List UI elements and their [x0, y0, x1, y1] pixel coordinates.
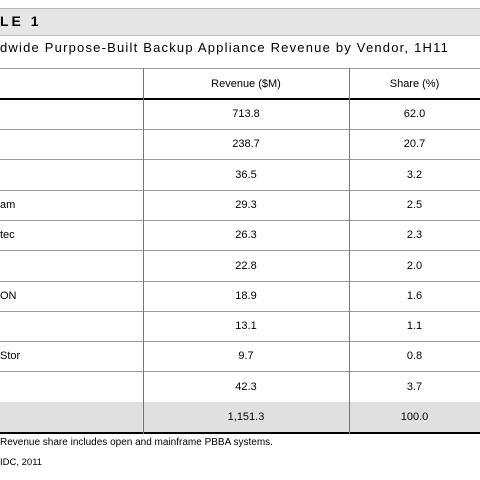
table-row: Stor 9.7 0.8	[0, 341, 480, 373]
table-label: LE 1	[0, 13, 42, 29]
share-cell: 3.2	[406, 168, 423, 181]
share-cell: 2.3	[406, 229, 423, 242]
source: IDC, 2011	[0, 457, 43, 468]
total-row: 1,151.3 100.0	[0, 402, 480, 434]
vendor-cell: tec	[0, 229, 15, 242]
revenue-cell: 1,151.3	[227, 411, 265, 423]
table-row: 36.5 3.2	[0, 160, 480, 191]
revenue-cell: 22.8	[235, 259, 257, 272]
revenue-cell: 26.3	[235, 229, 257, 242]
header-row: Revenue ($M) Share (%)	[0, 68, 480, 100]
revenue-cell: 18.9	[235, 289, 257, 302]
table-row: tec 26.3 2.3	[0, 220, 480, 252]
revenue-cell: 36.5	[235, 168, 257, 181]
revenue-cell: 9.7	[238, 350, 254, 363]
vendor-cell: ON	[0, 289, 17, 302]
revenue-cell: 238.7	[232, 138, 260, 151]
revenue-cell: 713.8	[232, 108, 260, 120]
title-bar	[0, 8, 480, 36]
table-row: am 29.3 2.5	[0, 190, 480, 221]
table-row: 13.1 1.1	[0, 311, 480, 343]
column-divider	[349, 68, 350, 435]
revenue-cell: 29.3	[235, 198, 257, 211]
column-header: Revenue ($M)	[211, 78, 281, 90]
share-cell: 2.0	[406, 259, 423, 272]
revenue-cell: 42.3	[235, 380, 257, 393]
table-row: 238.7 20.7	[0, 129, 480, 161]
table-subtitle: dwide Purpose-Built Backup Appliance Rev…	[0, 40, 450, 55]
share-cell: 62.0	[403, 108, 426, 120]
footnote: Revenue share includes open and mainfram…	[0, 437, 273, 448]
table-row: 42.3 3.7	[0, 372, 480, 403]
column-divider	[143, 68, 144, 435]
share-cell: 2.5	[406, 198, 423, 211]
share-cell: 1.6	[406, 289, 423, 302]
table-row: 22.8 2.0	[0, 251, 480, 282]
vendor-cell: am	[0, 198, 16, 211]
vendor-cell: Stor	[0, 350, 21, 363]
share-cell: 3.7	[406, 380, 423, 393]
share-cell: 100.0	[400, 411, 429, 423]
share-cell: 20.7	[403, 138, 426, 151]
table-row: 713.8 62.0	[0, 99, 480, 130]
share-cell: 0.8	[406, 350, 423, 363]
column-header: Share (%)	[389, 78, 440, 90]
table-row: ON 18.9 1.6	[0, 281, 480, 312]
share-cell: 1.1	[406, 320, 423, 333]
revenue-cell: 13.1	[235, 320, 257, 333]
